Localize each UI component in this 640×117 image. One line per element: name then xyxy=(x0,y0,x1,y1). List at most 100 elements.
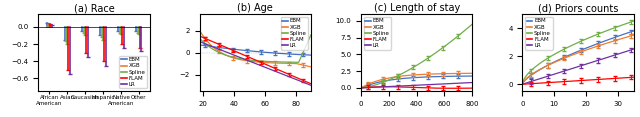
XGB xyxy=(423,73,431,75)
LR xyxy=(630,48,637,50)
LR xyxy=(518,84,526,85)
LR xyxy=(424,84,431,85)
EBM xyxy=(423,76,431,78)
EBM xyxy=(357,87,365,89)
FLAM xyxy=(357,87,365,89)
XGB xyxy=(518,84,526,85)
EBM xyxy=(630,30,637,32)
FLAM xyxy=(548,82,556,83)
XGB xyxy=(298,64,305,65)
FLAM xyxy=(525,83,533,84)
EBM xyxy=(468,75,476,77)
XGB xyxy=(200,37,208,38)
Legend: EBM, XGB, Spline, FLAM, LR: EBM, XGB, Spline, FLAM, LR xyxy=(525,17,552,50)
Line: Spline: Spline xyxy=(522,21,634,84)
FLAM xyxy=(383,86,390,87)
Legend: EBM, XGB, Spline, FLAM, LR: EBM, XGB, Spline, FLAM, LR xyxy=(364,17,391,50)
Spline xyxy=(225,56,233,57)
EBM xyxy=(525,76,533,77)
Line: FLAM: FLAM xyxy=(200,36,311,84)
Spline xyxy=(624,22,632,24)
XGB xyxy=(216,52,224,53)
XGB xyxy=(523,77,531,79)
XGB xyxy=(426,73,433,75)
Line: XGB: XGB xyxy=(361,73,472,88)
EBM xyxy=(196,44,204,46)
Title: (d) Priors counts: (d) Priors counts xyxy=(538,3,618,13)
Line: EBM: EBM xyxy=(522,31,634,84)
XGB xyxy=(451,73,459,74)
EBM xyxy=(518,84,526,85)
LR xyxy=(301,82,309,84)
XGB xyxy=(630,34,637,36)
Spline xyxy=(216,52,224,54)
Spline xyxy=(357,87,365,89)
Line: Spline: Spline xyxy=(361,24,472,88)
FLAM xyxy=(539,82,547,84)
LR xyxy=(423,84,431,85)
Spline xyxy=(458,32,466,34)
LR xyxy=(357,87,365,89)
EBM xyxy=(301,54,309,56)
Spline xyxy=(423,58,431,60)
EBM xyxy=(203,45,211,47)
EBM xyxy=(539,67,547,69)
XGB xyxy=(620,37,628,39)
Spline xyxy=(523,74,531,76)
EBM xyxy=(426,76,433,78)
FLAM xyxy=(216,44,224,46)
LR xyxy=(548,74,556,76)
EBM xyxy=(216,47,224,48)
LR xyxy=(458,82,466,84)
FLAM xyxy=(452,88,460,89)
FLAM xyxy=(358,87,365,89)
XGB xyxy=(468,73,476,74)
Title: (b) Age: (b) Age xyxy=(237,3,273,13)
Spline xyxy=(426,57,433,58)
Spline xyxy=(630,20,637,22)
Spline xyxy=(307,34,315,36)
FLAM xyxy=(424,87,431,89)
XGB xyxy=(539,67,547,68)
Line: LR: LR xyxy=(522,49,634,84)
Spline xyxy=(200,42,208,43)
EBM xyxy=(523,78,531,79)
Title: (c) Length of stay: (c) Length of stay xyxy=(374,3,460,13)
Spline xyxy=(468,23,476,25)
XGB xyxy=(458,73,466,74)
FLAM xyxy=(424,87,431,89)
FLAM xyxy=(459,88,467,89)
Line: LR: LR xyxy=(200,42,311,85)
FLAM xyxy=(298,79,305,80)
EBM xyxy=(358,87,365,88)
EBM xyxy=(451,76,459,77)
EBM xyxy=(548,62,556,64)
Spline xyxy=(196,38,204,39)
LR xyxy=(426,84,433,85)
Spline xyxy=(302,45,310,47)
Spline xyxy=(424,58,431,59)
LR xyxy=(620,51,628,53)
Spline xyxy=(518,84,526,85)
LR xyxy=(539,77,547,78)
Line: FLAM: FLAM xyxy=(361,87,472,88)
Line: XGB: XGB xyxy=(522,35,634,84)
FLAM xyxy=(518,84,526,85)
Line: XGB: XGB xyxy=(200,31,311,67)
LR xyxy=(200,43,208,44)
FLAM xyxy=(203,38,211,40)
EBM xyxy=(458,75,466,77)
EBM xyxy=(620,33,628,35)
LR xyxy=(203,44,211,45)
EBM xyxy=(298,54,305,55)
LR xyxy=(468,82,476,83)
LR xyxy=(624,50,632,52)
FLAM xyxy=(620,77,628,79)
Line: LR: LR xyxy=(361,82,472,88)
EBM xyxy=(624,32,632,33)
XGB xyxy=(624,36,632,37)
Spline xyxy=(358,87,365,89)
Spline xyxy=(525,72,533,73)
Spline xyxy=(620,24,628,25)
LR xyxy=(307,85,315,86)
